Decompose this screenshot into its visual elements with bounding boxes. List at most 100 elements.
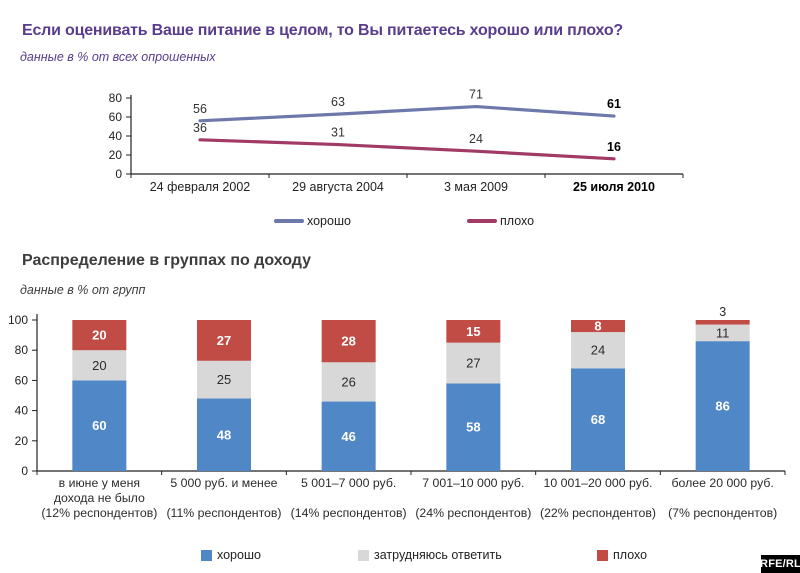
line-chart: 0 20 40 60 80 56 63 71 61 36 31 24 16 24 февраля 2002… bbox=[90, 86, 730, 208]
bar-chart: 0 20 40 60 80 100 60 20 20 48 25 27 46 26 28 58 27 15 68 24… bbox=[0, 300, 800, 550]
category-percent-3: (24% респондентов) bbox=[415, 506, 532, 520]
bar-segment-bad-0 bbox=[72, 320, 127, 351]
bar-segment-bad-4 bbox=[571, 320, 625, 333]
value-label-bad-2: 24 bbox=[469, 132, 483, 146]
bar-value-label-good-5: 86 bbox=[715, 399, 729, 414]
category-name-2: 5 001–7 000 руб. bbox=[301, 476, 397, 490]
bar-segment-bad-5 bbox=[695, 320, 750, 325]
category-percent-1: (11% респондентов) bbox=[166, 506, 282, 520]
category-name-4: 10 001–20 000 руб. bbox=[543, 476, 653, 490]
category-label-0: в июне у меня дохода не было (12% респонде… bbox=[37, 476, 162, 521]
bar-segment-undecided-4 bbox=[571, 332, 625, 369]
bar-legend-item-good: хорошо bbox=[201, 548, 261, 562]
bar-segment-good-1 bbox=[197, 398, 251, 471]
value-label-bad-0: 36 bbox=[193, 121, 207, 135]
y-axis-tick-label: 20 bbox=[109, 148, 123, 162]
y-axis-tick-label: 40 bbox=[109, 129, 123, 143]
category-name-0: в июне у меня дохода не было bbox=[53, 476, 145, 505]
bar-value-label-undecided-3: 27 bbox=[466, 356, 480, 371]
line-chart-svg: 0 20 40 60 80 56 63 71 61 36 31 24 16 24 февраля 2002… bbox=[109, 88, 684, 194]
category-name-3: 7 001–10 000 руб. bbox=[422, 476, 525, 490]
bar-value-label-bad-2: 28 bbox=[341, 334, 355, 349]
y-axis-tick-label: 80 bbox=[109, 91, 123, 105]
category-label-5: более 20 000 руб. (7% респондентов) bbox=[660, 476, 785, 521]
value-label-bad-3: 16 bbox=[607, 140, 621, 154]
bar-value-label-bad-5: 3 bbox=[719, 305, 726, 319]
y-axis-tick-label: 60 bbox=[109, 110, 123, 124]
value-label-good-0: 56 bbox=[193, 102, 207, 116]
bar-segment-bad-3 bbox=[446, 320, 501, 343]
category-name-1: 5 000 руб. и менее bbox=[170, 476, 278, 490]
category-label-2: 5 001–7 000 руб. (14% респондентов) bbox=[286, 476, 411, 521]
value-label-good-3: 61 bbox=[607, 97, 621, 111]
line-legend-item-good: хорошо bbox=[274, 214, 351, 228]
legend-square-swatch-undecided bbox=[358, 549, 369, 561]
legend-label-undecided: затрудняюсь ответить bbox=[374, 548, 502, 562]
legend-square-swatch-bad bbox=[597, 549, 608, 561]
series-line-good bbox=[198, 104, 616, 123]
bar-chart-legend: хорошо затрудняюсь ответить плохо bbox=[0, 548, 800, 564]
bar-value-label-bad-0: 20 bbox=[92, 328, 106, 343]
value-label-good-2: 71 bbox=[469, 88, 483, 102]
bar-segment-undecided-5 bbox=[695, 324, 750, 342]
x-category-label-2: 3 мая 2009 bbox=[444, 180, 508, 194]
legend-label-bad: плохо bbox=[613, 548, 648, 562]
bar-segment-good-3 bbox=[446, 383, 501, 471]
legend-line-swatch-bad bbox=[467, 219, 497, 223]
category-percent-5: (7% респондентов) bbox=[668, 506, 778, 520]
category-percent-4: (22% респондентов) bbox=[539, 506, 656, 520]
bar-value-label-bad-3: 15 bbox=[466, 324, 480, 339]
bar-segment-undecided-3 bbox=[446, 342, 501, 384]
category-label-1: 5 000 руб. и менее (11% респондентов) bbox=[162, 476, 287, 521]
line-chart-axes bbox=[130, 95, 683, 175]
legend-line-swatch-good bbox=[274, 219, 304, 223]
bar-chart-subtitle: данные в % от групп bbox=[20, 283, 146, 297]
bar-value-label-good-4: 68 bbox=[591, 412, 605, 427]
bar-value-label-undecided-5: 11 bbox=[716, 325, 730, 340]
y-axis-tick-label: 0 bbox=[115, 167, 122, 181]
line-chart-title: Если оценивать Ваше питание в целом, то … bbox=[22, 22, 623, 39]
bar-legend-item-bad: плохо bbox=[597, 548, 647, 562]
category-percent-0: (12% респондентов) bbox=[41, 506, 158, 520]
value-label-bad-1: 31 bbox=[331, 126, 345, 140]
legend-label-good: хорошо bbox=[307, 214, 351, 228]
bar-segment-good-0 bbox=[72, 380, 127, 471]
bar-value-label-good-2: 46 bbox=[341, 429, 355, 444]
y-axis-tick-label: 40 bbox=[15, 404, 29, 418]
bar-segment-undecided-0 bbox=[72, 350, 127, 381]
bar-value-label-bad-4: 8 bbox=[594, 319, 601, 334]
value-label-good-1: 63 bbox=[331, 95, 345, 109]
x-category-label-3: 25 июля 2010 bbox=[573, 180, 655, 194]
x-category-label-0: 24 февраля 2002 bbox=[150, 180, 251, 194]
bar-segment-bad-1 bbox=[197, 320, 251, 361]
bar-chart-category-labels: в июне у меня дохода не было (12% респонде… bbox=[0, 476, 800, 536]
bar-value-label-good-1: 48 bbox=[217, 427, 231, 442]
bar-legend-item-undecided: затрудняюсь ответить bbox=[358, 548, 502, 562]
bar-segment-good-5 bbox=[695, 341, 750, 471]
bar-value-label-undecided-2: 26 bbox=[341, 374, 355, 389]
bar-value-label-good-3: 58 bbox=[466, 420, 480, 435]
y-axis-tick-label: 100 bbox=[8, 313, 28, 327]
y-axis-tick-label: 60 bbox=[15, 373, 29, 387]
bar-value-label-undecided-0: 20 bbox=[92, 358, 106, 373]
bar-segment-good-4 bbox=[571, 368, 625, 471]
bar-chart-svg: 0 20 40 60 80 100 60 20 20 48 25 27 46 26 28 58 27 15 68 24… bbox=[8, 305, 786, 478]
legend-label-good: хорошо bbox=[217, 548, 261, 562]
category-label-4: 10 001–20 000 руб. (22% респондентов) bbox=[536, 476, 661, 521]
line-chart-legend: хорошо плохо bbox=[90, 214, 730, 230]
series-line-bad bbox=[198, 138, 616, 161]
legend-label-bad: плохо bbox=[500, 214, 535, 228]
y-axis-tick-label: 80 bbox=[15, 343, 29, 357]
line-chart-subtitle: данные в % от всех опрошенных bbox=[20, 50, 216, 64]
bar-segment-bad-2 bbox=[321, 320, 376, 363]
bar-chart-axes bbox=[36, 314, 785, 472]
bar-segment-undecided-1 bbox=[197, 360, 251, 399]
legend-square-swatch-good bbox=[201, 549, 212, 561]
bar-value-label-undecided-4: 24 bbox=[591, 343, 605, 358]
category-percent-2: (14% респондентов) bbox=[290, 506, 407, 520]
bar-chart-title: Распределение в группах по доходу bbox=[22, 252, 312, 269]
bar-segment-undecided-2 bbox=[321, 362, 376, 402]
y-axis-tick-label: 20 bbox=[15, 434, 29, 448]
bar-value-label-good-0: 60 bbox=[92, 418, 106, 433]
